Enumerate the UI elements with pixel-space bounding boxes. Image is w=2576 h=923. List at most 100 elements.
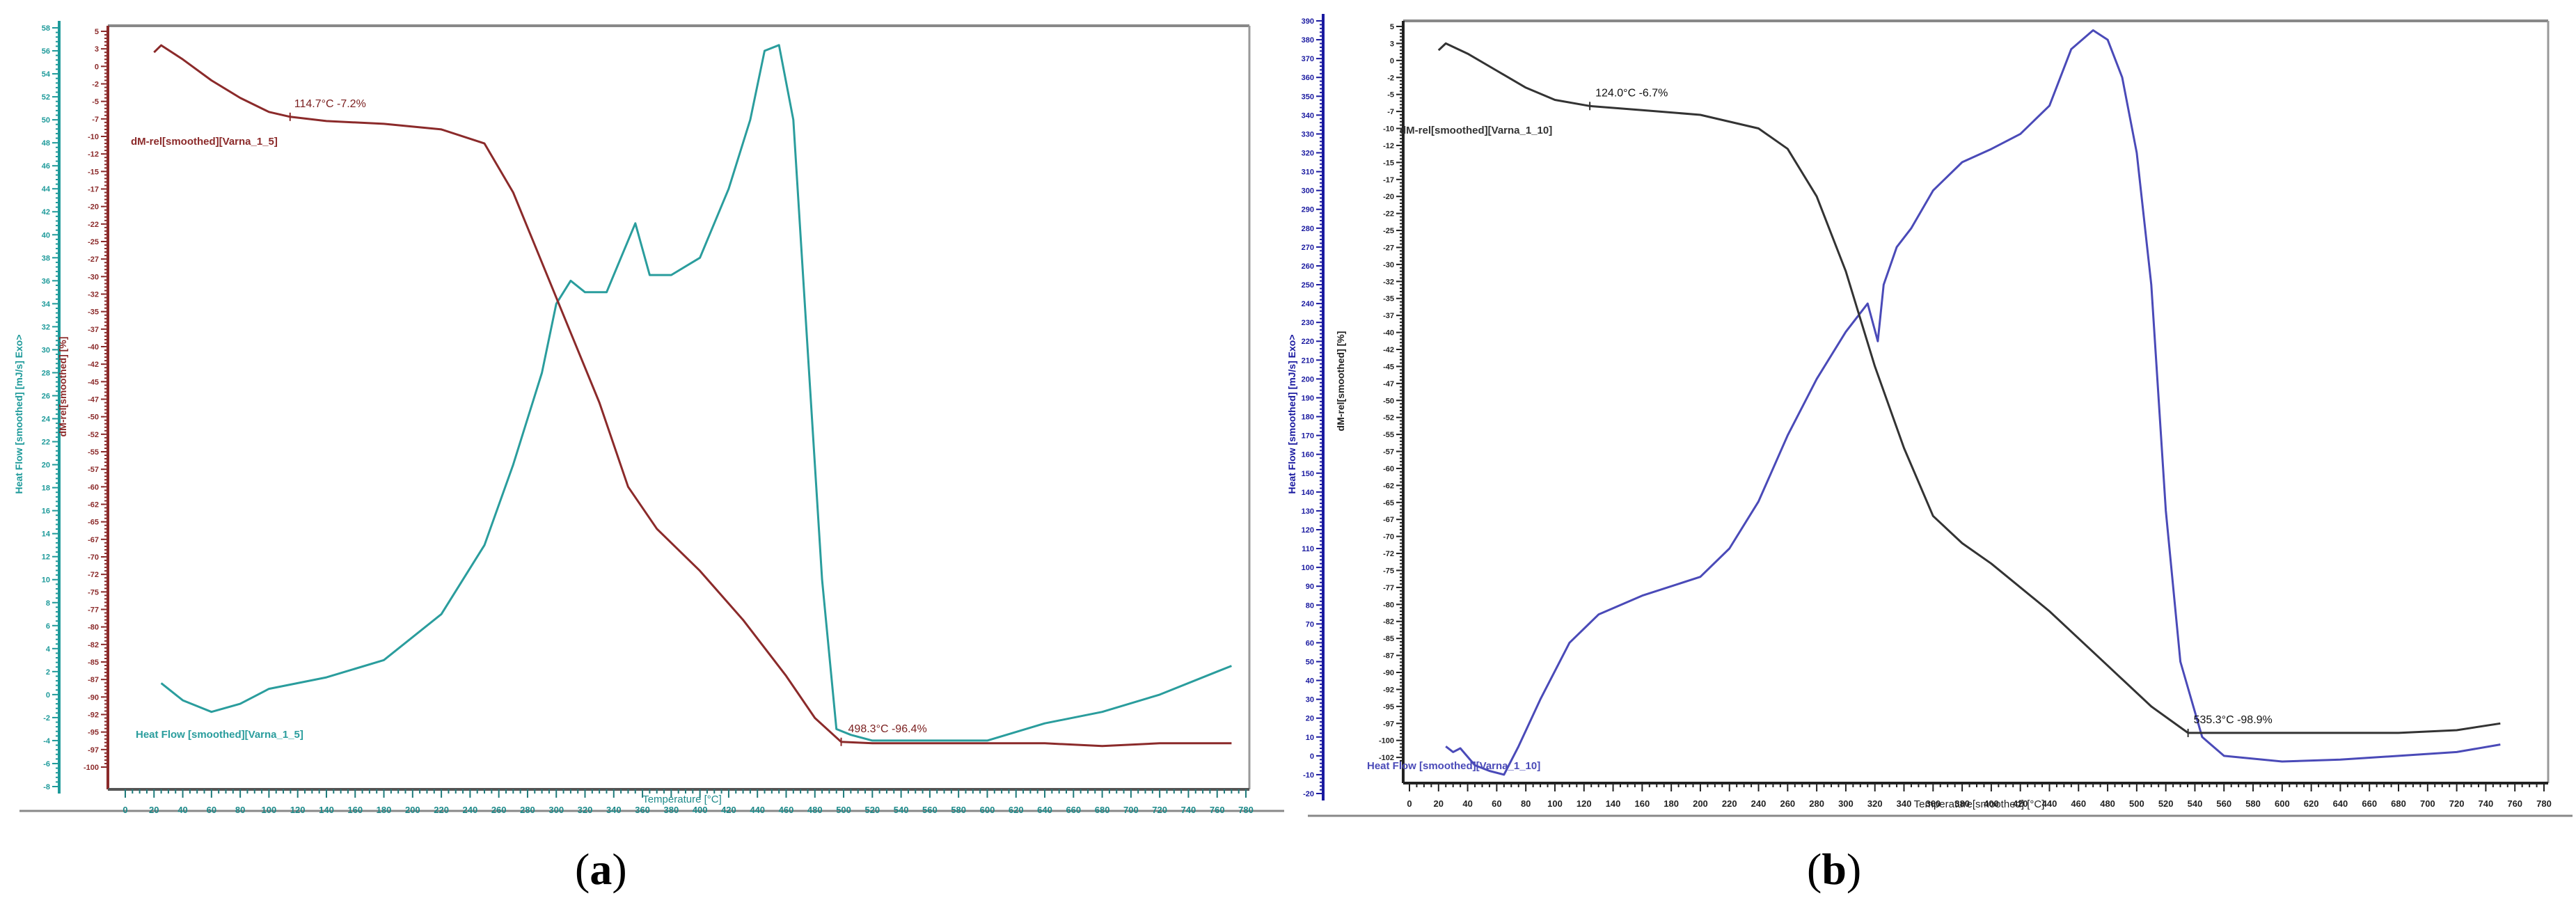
x-tick-label: 520 bbox=[864, 805, 880, 815]
heat-tick-label: 230 bbox=[1302, 319, 1314, 327]
heat-tick-label: 18 bbox=[42, 484, 50, 493]
mass-tick-label: 0 bbox=[1390, 57, 1394, 65]
mass-tick-label: -80 bbox=[88, 624, 99, 632]
heat-tick-label: 340 bbox=[1302, 111, 1314, 120]
x-axis-title: Temperature [°C] bbox=[642, 794, 722, 805]
x-tick-label: 400 bbox=[1984, 798, 1999, 809]
x-tick-label: 220 bbox=[1722, 798, 1737, 809]
x-tick-label: 100 bbox=[262, 805, 277, 815]
mass-tick-label: -75 bbox=[1383, 567, 1394, 575]
x-tick-label: 100 bbox=[1547, 798, 1563, 809]
heat-tick-label: 22 bbox=[42, 439, 50, 447]
chart-panel-b: 0 20 40 60 80 100 120 140 160 180 200 220 240 260 280 3… bbox=[1288, 0, 2576, 923]
heat-flow-series-label: Heat Flow [smoothed][Varna_1_10] bbox=[1367, 760, 1540, 772]
mass-tick-label: -62 bbox=[1383, 482, 1394, 490]
heat-tick-label: 100 bbox=[1302, 564, 1314, 572]
mass-tick-label: -5 bbox=[1387, 91, 1394, 100]
x-tick-label: 60 bbox=[1492, 798, 1501, 809]
mass-tick-label: -40 bbox=[88, 343, 99, 352]
x-tick-label: 500 bbox=[836, 805, 851, 815]
heat-tick-label: 8 bbox=[46, 599, 50, 608]
mass-tick-label: -25 bbox=[88, 238, 99, 246]
mass-series-label: dM-rel[smoothed][Varna_1_10] bbox=[1400, 125, 1552, 136]
heat-flow-axis: 3903803703603503403303203103002902802702… bbox=[1302, 14, 1325, 800]
heat-tick-label: 10 bbox=[42, 576, 50, 585]
mass-tick-label: -35 bbox=[88, 308, 99, 317]
heat-tick-label: 52 bbox=[42, 93, 50, 102]
x-tick-label: 440 bbox=[750, 805, 765, 815]
x-tick-label: 120 bbox=[1577, 798, 1592, 809]
mass-loss-curve bbox=[1437, 42, 2501, 734]
heat-tick-label: 280 bbox=[1302, 225, 1314, 233]
mass-tick-label: 0 bbox=[95, 63, 99, 71]
heat-tick-label: -20 bbox=[1303, 790, 1314, 798]
mass-tick-label: -7 bbox=[1387, 108, 1394, 116]
mass-tick-label: -50 bbox=[1383, 397, 1394, 405]
x-tick-label: 540 bbox=[2188, 798, 2203, 809]
mass-tick-label: -25 bbox=[1383, 227, 1394, 235]
mass-tick-label: -97 bbox=[1383, 720, 1394, 728]
mass-tick-label: -70 bbox=[88, 553, 99, 562]
mass-tick-label: -45 bbox=[88, 378, 99, 386]
heat-flow-curve bbox=[160, 44, 1232, 742]
heat-tick-label: 170 bbox=[1302, 432, 1314, 441]
x-axis-title: Temperature[smoothed] [°C] bbox=[1914, 798, 2045, 810]
mass-tick-label: -42 bbox=[1383, 346, 1394, 354]
mass-tick-label: -70 bbox=[1383, 533, 1394, 542]
heat-tick-label: 38 bbox=[42, 254, 50, 262]
mass-tick-label: -17 bbox=[1383, 176, 1394, 184]
heat-tick-label: 320 bbox=[1302, 150, 1314, 158]
heat-tick-label: 50 bbox=[1306, 658, 1314, 666]
x-tick-label: 720 bbox=[1152, 805, 1167, 815]
x-tick-label: 360 bbox=[635, 805, 650, 815]
x-axis-ticks: 0 20 40 60 80 100 120 140 160 180 200 220 240 260 280 3… bbox=[1407, 783, 2552, 809]
x-tick-label: 460 bbox=[779, 805, 794, 815]
heat-tick-label: 260 bbox=[1302, 262, 1314, 271]
heat-tick-label: 0 bbox=[46, 691, 50, 700]
x-tick-label: 660 bbox=[2362, 798, 2377, 809]
mass-tick-label: -45 bbox=[1383, 363, 1394, 371]
mass-tick-label: -85 bbox=[88, 658, 99, 667]
mass-tick-label: 5 bbox=[95, 28, 99, 36]
heat-tick-label: 20 bbox=[1306, 715, 1314, 723]
mass-tick-label: -37 bbox=[1383, 312, 1394, 320]
x-tick-label: 200 bbox=[1693, 798, 1708, 809]
x-tick-label: 60 bbox=[207, 805, 216, 815]
x-tick-label: 480 bbox=[2100, 798, 2115, 809]
x-tick-label: 500 bbox=[2129, 798, 2144, 809]
heat-tick-label: 20 bbox=[42, 462, 50, 470]
x-tick-label: 360 bbox=[1925, 798, 1941, 809]
mass-tick-label: -27 bbox=[88, 255, 99, 264]
mass-tick-label: -7 bbox=[92, 116, 99, 124]
heat-tick-label: 190 bbox=[1302, 394, 1314, 402]
x-tick-label: 20 bbox=[1434, 798, 1444, 809]
mass-tick-label: -102 bbox=[1379, 754, 1394, 762]
x-tick-label: 280 bbox=[1809, 798, 1824, 809]
x-tick-label: 600 bbox=[980, 805, 995, 815]
mass-tick-label: -97 bbox=[88, 746, 99, 755]
heat-tick-label: 6 bbox=[46, 622, 50, 631]
heat-tick-label: 58 bbox=[42, 24, 50, 33]
heat-tick-label: 150 bbox=[1302, 470, 1314, 478]
heat-tick-label: 48 bbox=[42, 139, 50, 148]
chart-panel-a: 0 20 40 60 80 100 120 140 160 180 200 220 240 260 280 3… bbox=[13, 21, 1284, 815]
x-tick-label: 420 bbox=[2013, 798, 2028, 809]
x-tick-label: 740 bbox=[1181, 805, 1196, 815]
step-annotation: 124.0°C -6.7% bbox=[1595, 87, 1668, 99]
heat-tick-label: 380 bbox=[1302, 36, 1314, 45]
heat-tick-label: 30 bbox=[42, 346, 50, 354]
x-tick-label: 180 bbox=[377, 805, 392, 815]
heat-tick-label: 290 bbox=[1302, 206, 1314, 214]
heat-tick-label: 350 bbox=[1302, 93, 1314, 101]
mass-tick-label: -82 bbox=[88, 641, 99, 649]
x-tick-label: 640 bbox=[1037, 805, 1052, 815]
mass-tick-label: -37 bbox=[88, 326, 99, 334]
heat-tick-label: 40 bbox=[1306, 677, 1314, 686]
x-tick-label: 40 bbox=[1462, 798, 1472, 809]
mass-tick-label: -72 bbox=[88, 571, 99, 579]
mass-tick-label: -57 bbox=[1383, 448, 1394, 457]
mass-tick-label: -95 bbox=[1383, 703, 1394, 711]
x-tick-label: 740 bbox=[2479, 798, 2494, 809]
x-tick-label: 140 bbox=[319, 805, 334, 815]
heat-tick-label: 390 bbox=[1302, 17, 1314, 26]
